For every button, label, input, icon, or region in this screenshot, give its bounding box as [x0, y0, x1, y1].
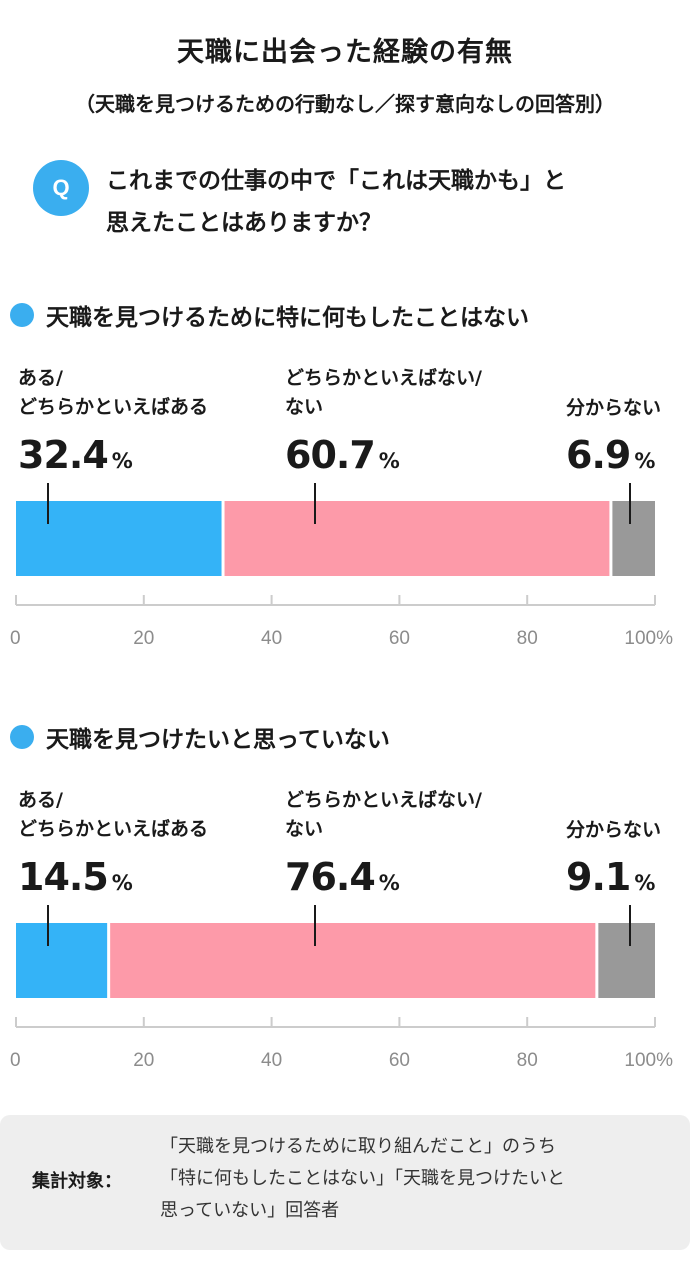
x-tick-label: 20 [133, 628, 154, 649]
bullet-dot-icon [10, 725, 34, 749]
x-tick-label: 0 [10, 628, 21, 649]
value-yes: 32.4% [18, 433, 133, 477]
category-label-yes: ある/ どちらかといえばある [18, 789, 209, 840]
x-tick-label: 0 [10, 1050, 21, 1071]
section-title: 天職を見つけたいと思っていない [46, 727, 390, 753]
value-unit: % [378, 871, 400, 895]
value-unit: % [634, 449, 656, 473]
x-tick-label: 60 [389, 1050, 410, 1071]
chart-section-2: 天職を見つけたいと思っていない ある/ どちらかといえばある どちらかといえばな… [0, 720, 690, 1100]
bullet-dot-icon [10, 303, 34, 327]
value-yes: 14.5% [18, 855, 133, 899]
category-label-unknown: 分からない [566, 819, 662, 841]
value-unit: % [111, 449, 133, 473]
chart-subtitle: （天職を見つけるための行動なし／探す意向なしの回答別） [75, 92, 615, 116]
value-number: 76.4 [285, 855, 376, 899]
value-number: 60.7 [285, 433, 376, 477]
bar-segment-yes [16, 501, 222, 576]
footer-text: 「天職を見つけるために取り組んだこと」のうち 「特に何もしたことはない」「天職を… [160, 1136, 565, 1221]
x-tick-label: 80 [517, 1050, 538, 1071]
section-heading: 天職を見つけたいと思っていない [10, 720, 390, 754]
value-number: 14.5 [18, 855, 109, 899]
value-no: 76.4% [285, 855, 400, 899]
value-no: 60.7% [285, 433, 400, 477]
chart-section-1: 天職を見つけるために特に何もしたことはない ある/ どちらかといえばある どちら… [0, 298, 690, 678]
footer-note: 集計対象： 「天職を見つけるために取り組んだこと」のうち 「特に何もしたことはな… [0, 1115, 690, 1250]
value-unknown: 6.9% [566, 433, 655, 477]
value-number: 9.1 [566, 855, 631, 899]
x-tick-label: 100% [624, 1050, 673, 1071]
value-number: 6.9 [566, 433, 631, 477]
value-unit: % [378, 449, 400, 473]
value-number: 32.4 [18, 433, 109, 477]
section-heading: 天職を見つけるために特に何もしたことはない [10, 298, 529, 332]
value-unit: % [634, 871, 656, 895]
category-label-no: どちらかといえばない/ ない [285, 367, 482, 418]
x-tick-label: 20 [133, 1050, 154, 1071]
value-unit: % [111, 871, 133, 895]
x-tick-label: 60 [389, 628, 410, 649]
question-text: これまでの仕事の中で「これは天職かも」と 思えたことはありますか？ [106, 168, 566, 236]
x-tick-label: 40 [261, 628, 282, 649]
bar-segment-yes [16, 923, 108, 998]
x-tick-label: 100% [624, 628, 673, 649]
footer-label: 集計対象： [32, 1171, 122, 1192]
bar-segment-no [224, 501, 610, 576]
bar-segment-unknown [598, 923, 655, 998]
bar-segment-unknown [612, 501, 655, 576]
x-tick-label: 80 [517, 628, 538, 649]
bar-segment-no [110, 923, 596, 998]
stacked-bar-chart: 0 20 40 60 80 100% [10, 483, 673, 649]
category-label-no: どちらかといえばない/ ない [285, 789, 482, 840]
stacked-bar-chart: 0 20 40 60 80 100% [10, 905, 673, 1071]
x-tick-label: 40 [261, 1050, 282, 1071]
question-badge: Q [33, 160, 89, 216]
category-label-unknown: 分からない [566, 397, 662, 419]
section-title: 天職を見つけるために特に何もしたことはない [46, 305, 529, 331]
category-label-yes: ある/ どちらかといえばある [18, 367, 209, 418]
value-unknown: 9.1% [566, 855, 655, 899]
chart-title: 天職に出会った経験の有無 [177, 37, 513, 68]
